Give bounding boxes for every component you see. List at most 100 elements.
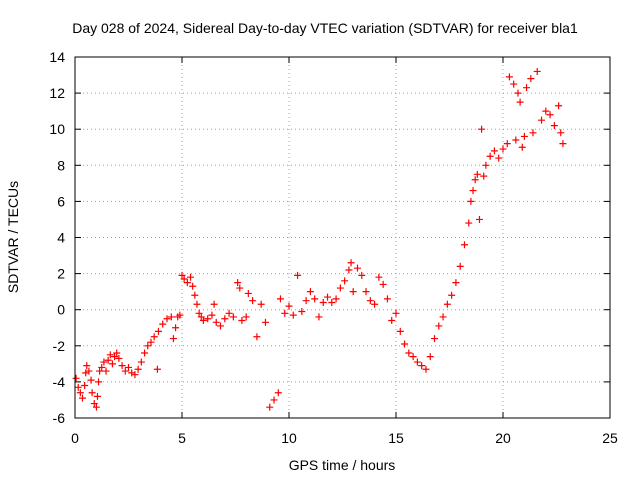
data-point: [527, 75, 535, 83]
data-point: [92, 403, 100, 411]
data-point: [134, 365, 142, 373]
data-point: [90, 400, 98, 408]
chart-title: Day 028 of 2024, Sidereal Day-to-day VTE…: [72, 20, 578, 36]
data-point: [505, 73, 513, 81]
data-point: [383, 295, 391, 303]
data-point: [270, 396, 278, 404]
data-point: [375, 273, 383, 281]
data-point: [358, 271, 366, 279]
data-point: [74, 383, 82, 391]
data-point: [546, 111, 554, 119]
data-point: [193, 300, 201, 308]
data-point: [409, 353, 417, 361]
data-point: [542, 107, 550, 115]
data-point: [199, 317, 207, 325]
y-tick-label: 6: [57, 193, 65, 209]
x-tick-label: 25: [602, 430, 618, 446]
y-tick-label: -6: [53, 410, 66, 426]
y-tick-label: 10: [49, 121, 65, 137]
data-point: [141, 349, 149, 357]
data-point: [221, 315, 229, 323]
data-point: [108, 360, 116, 368]
data-point: [328, 298, 336, 306]
data-point: [341, 277, 349, 285]
data-point: [332, 295, 340, 303]
data-point: [172, 324, 180, 332]
data-point: [281, 309, 289, 317]
data-point: [187, 273, 195, 281]
data-point: [204, 315, 212, 323]
data-point: [405, 349, 413, 357]
data-point: [550, 122, 558, 130]
data-point: [345, 266, 353, 274]
data-point: [503, 140, 511, 148]
data-point: [379, 280, 387, 288]
data-point: [452, 279, 460, 287]
x-tick-label: 20: [495, 430, 511, 446]
data-point: [490, 147, 498, 155]
data-point: [347, 259, 355, 267]
data-point: [88, 389, 96, 397]
data-point: [249, 297, 257, 305]
data-point: [514, 89, 522, 97]
data-point: [257, 300, 265, 308]
plot-frame: [74, 56, 611, 419]
data-point: [469, 187, 477, 195]
data-point: [336, 284, 344, 292]
y-axis-label: SDTVAR / TECUs: [5, 181, 21, 293]
data-point: [118, 362, 126, 370]
data-point: [154, 327, 162, 335]
data-point: [475, 215, 483, 223]
data-point: [183, 279, 191, 287]
data-point: [435, 322, 443, 330]
data-point: [197, 313, 205, 321]
data-point: [191, 291, 199, 299]
data-point: [482, 161, 490, 169]
data-point: [144, 342, 152, 350]
data-point: [82, 369, 90, 377]
data-point: [212, 318, 220, 326]
data-point: [167, 313, 175, 321]
data-point: [353, 264, 361, 272]
data-point: [229, 313, 237, 321]
data-point: [456, 262, 464, 270]
data-point: [178, 271, 186, 279]
data-point: [555, 102, 563, 110]
data-point: [159, 320, 167, 328]
data-point: [557, 129, 565, 137]
x-tick-label: 5: [178, 430, 186, 446]
data-point: [98, 363, 106, 371]
grid-lines: [75, 57, 610, 418]
data-point: [85, 367, 93, 375]
data-point: [324, 293, 332, 301]
data-point: [93, 392, 101, 400]
data-point: [499, 145, 507, 153]
data-point: [480, 172, 488, 180]
data-point: [467, 197, 475, 205]
data-point: [87, 376, 95, 384]
data-point: [208, 311, 216, 319]
y-tick-label: 8: [57, 157, 65, 173]
data-point: [448, 291, 456, 299]
data-point: [234, 279, 242, 287]
data-point: [366, 297, 374, 305]
data-point: [169, 335, 177, 343]
data-points: [72, 67, 567, 411]
y-tick-label: 12: [49, 85, 65, 101]
y-tick-label: -4: [53, 374, 66, 390]
y-tick-label: 2: [57, 266, 65, 282]
data-point: [102, 367, 110, 375]
data-point: [217, 322, 225, 330]
x-axis-label: GPS time / hours: [289, 457, 396, 473]
data-point: [523, 84, 531, 92]
data-point: [115, 354, 123, 362]
y-tick-label: 4: [57, 230, 65, 246]
data-point: [362, 288, 370, 296]
data-point: [495, 154, 503, 162]
data-point: [315, 313, 323, 321]
data-point: [306, 288, 314, 296]
data-point: [78, 394, 86, 402]
data-point: [95, 378, 103, 386]
y-tick-labels: -6 -4 -2 0 2 4 6 8 10 12 14: [49, 49, 65, 426]
